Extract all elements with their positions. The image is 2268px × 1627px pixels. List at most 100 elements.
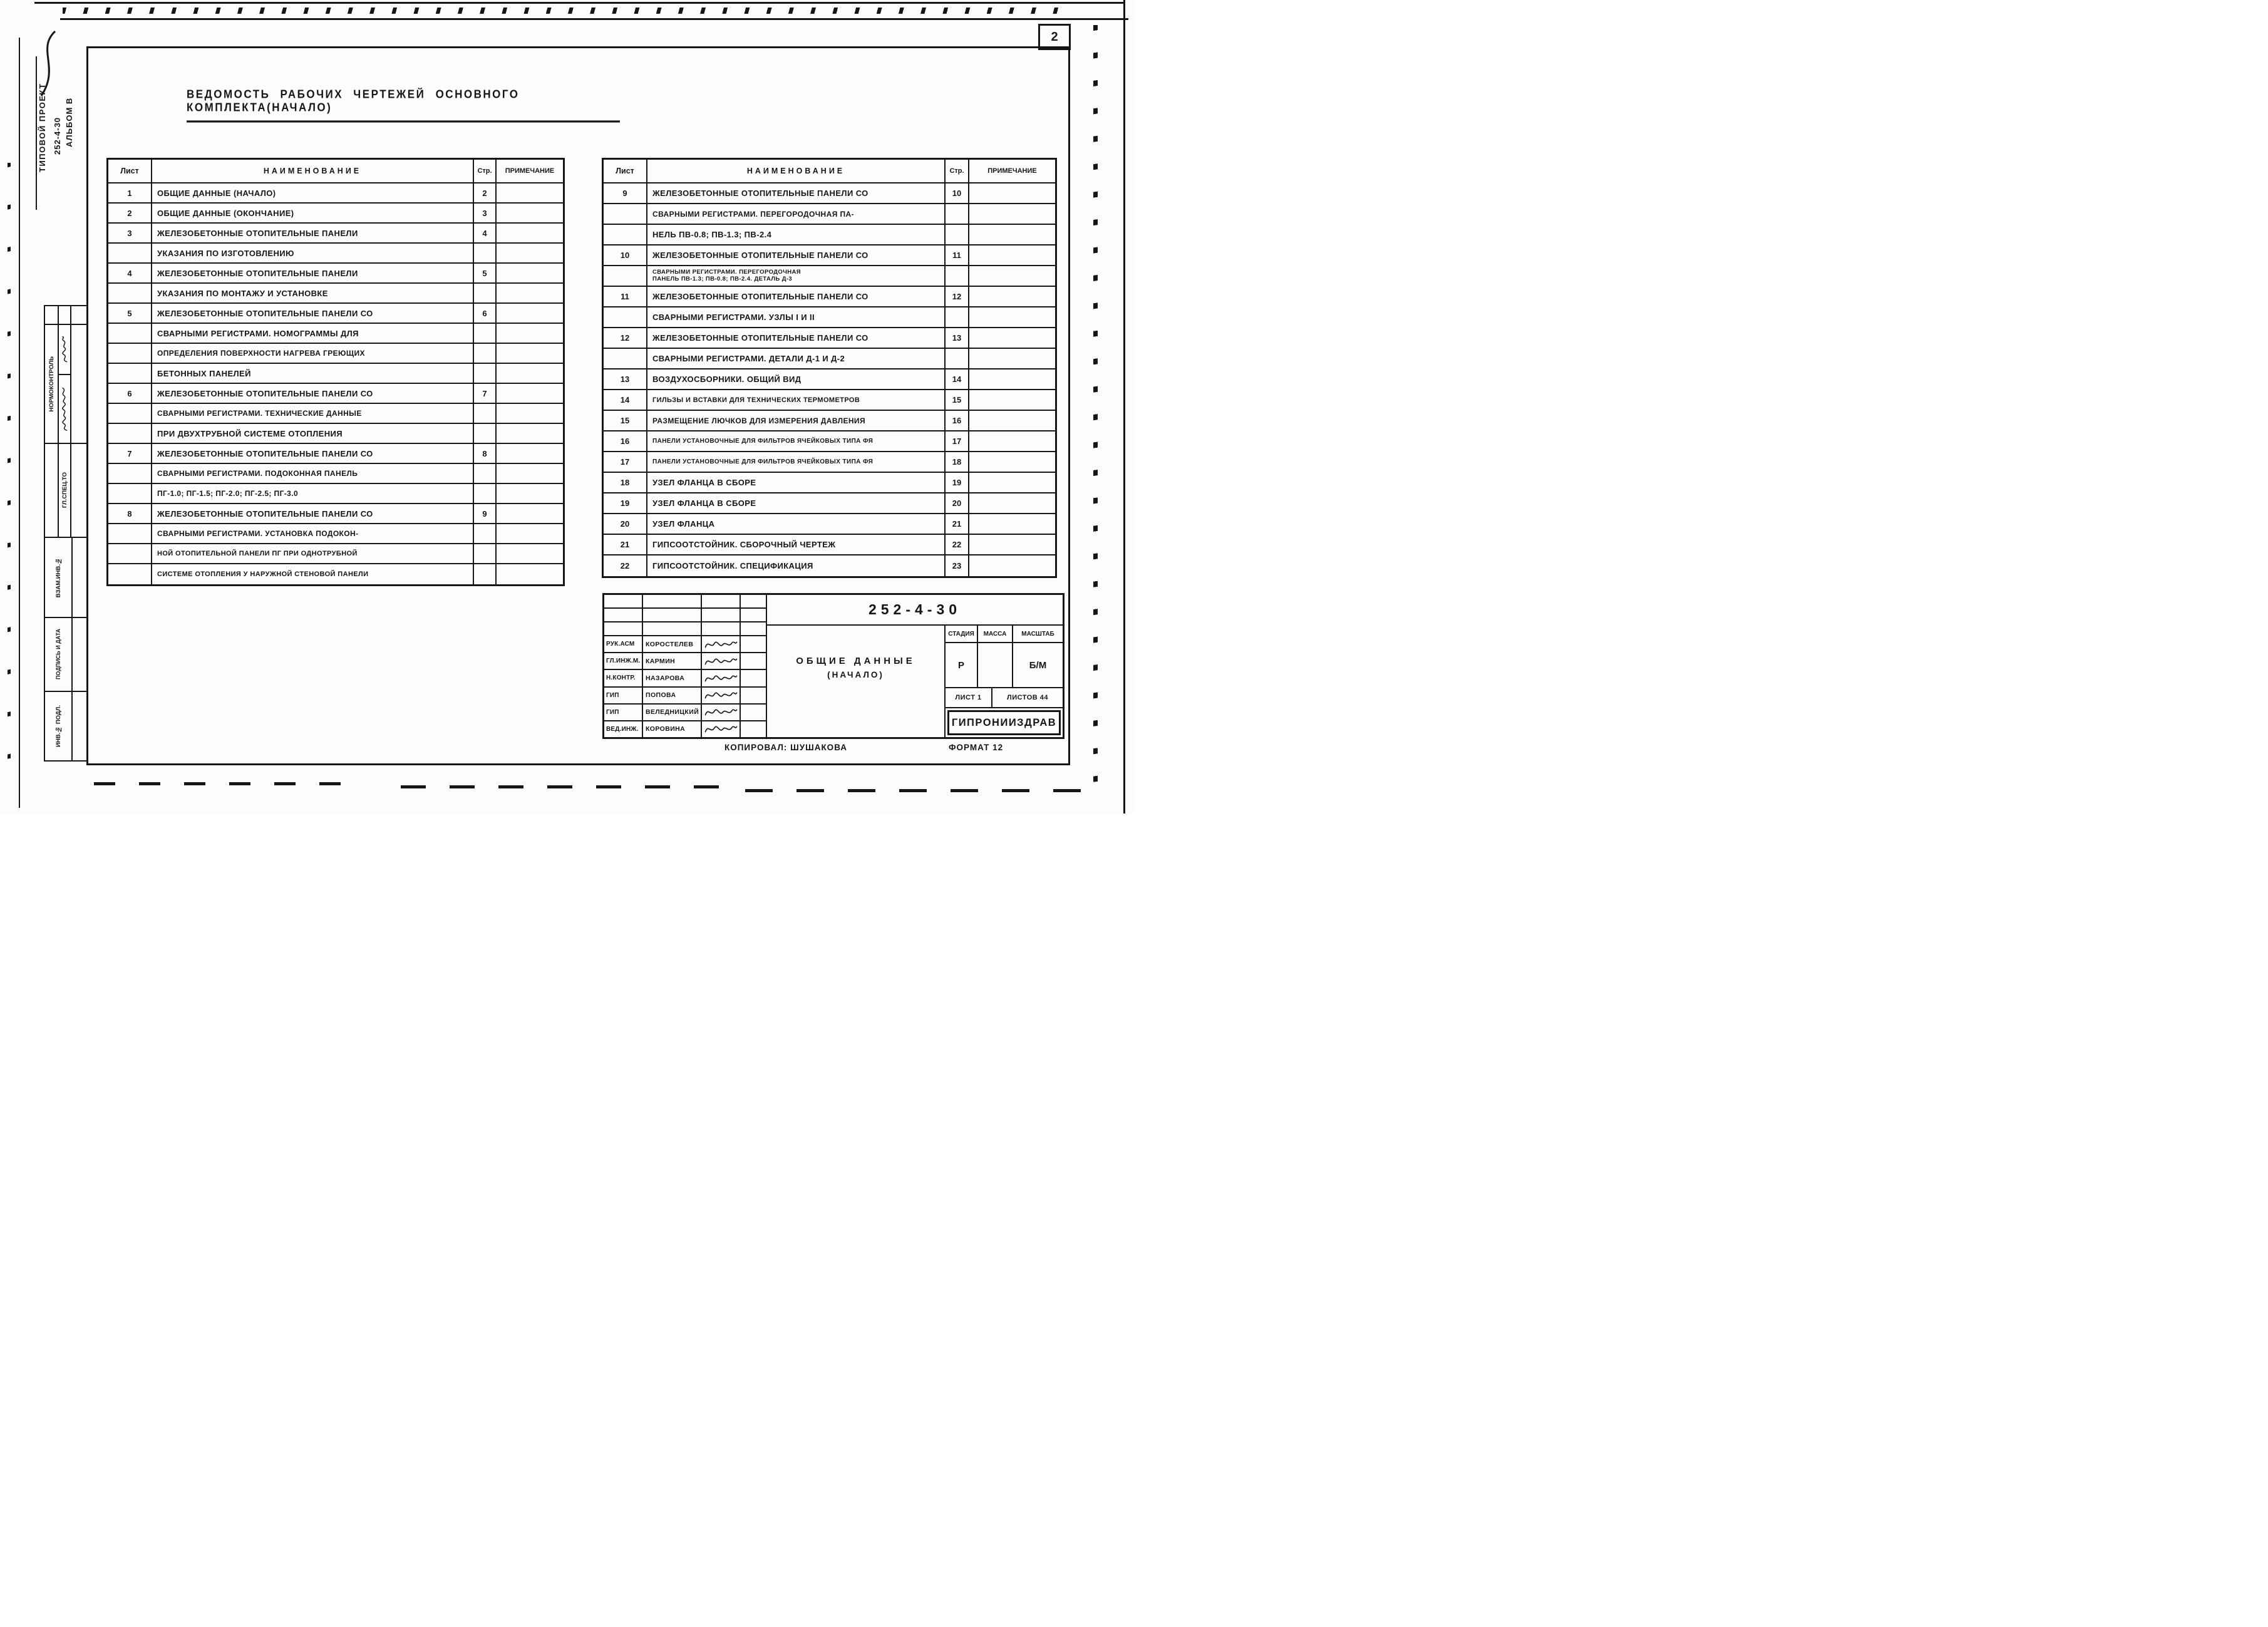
table-row: УКАЗАНИЯ ПО МОНТАЖУ И УСТАНОВКЕ [108, 284, 563, 304]
note-cell [497, 544, 563, 563]
drawing-name-cell: СВАРНЫМИ РЕГИСТРАМИ. УЗЛЫ I И II [647, 307, 946, 327]
note-cell [969, 390, 1055, 410]
scale-label: МАСШТАБ [1021, 630, 1054, 638]
sheet-number-cell: 10 [604, 245, 647, 265]
table-row: 2 ОБЩИЕ ДАННЫЕ (ОКОНЧАНИЕ) 3 [108, 204, 563, 224]
sheet-number-cell [604, 266, 647, 286]
sheet-number-cell: 5 [108, 304, 152, 323]
note-cell [497, 504, 563, 523]
signature-date-cell [741, 688, 766, 703]
note-cell [497, 284, 563, 302]
note-cell [497, 264, 563, 282]
drawing-name-cell: СВАРНЫМИ РЕГИСТРАМИ. ПЕРЕГОРОДОЧНАЯ ПАНЕЛ… [647, 266, 946, 286]
page-number-cell [474, 404, 497, 423]
signature-row: Н.КОНТР. НАЗАРОВА [604, 670, 766, 688]
sheet-number-cell [108, 544, 152, 563]
signature-name: КОРОСТЕЛЕВ [643, 636, 702, 653]
page-number-cell: 11 [946, 245, 969, 265]
header-note: ПРИМЕЧАНИЕ [987, 167, 1037, 175]
header-note: ПРИМЕЧАНИЕ [505, 167, 555, 175]
sheet-count-row: ЛИСТ 1 ЛИСТОВ 44 [946, 688, 1063, 708]
title-block-cell [702, 595, 741, 607]
page-number-cell [946, 204, 969, 224]
header-name: НАИМЕНОВАНИЕ [152, 160, 474, 182]
note-cell [497, 464, 563, 483]
sheet-number-cell [604, 307, 647, 327]
sheet-number-cell [108, 424, 152, 443]
signature-role: РУК.АСМ [604, 636, 643, 653]
header-sheet: Лист [604, 160, 647, 182]
drawing-name-cell: УЗЕЛ ФЛАНЦА [647, 514, 946, 534]
sheet-number-cell: 16 [604, 431, 647, 451]
table-row: 3 ЖЕЛЕЗОБЕТОННЫЕ ОТОПИТЕЛЬНЫЕ ПАНЕЛИ 4 [108, 224, 563, 244]
drawing-name-cell: СВАРНЫМИ РЕГИСТРАМИ. ТЕХНИЧЕСКИЕ ДАННЫЕ [152, 404, 474, 423]
drawing-name-cell: ПРИ ДВУХТРУБНОЙ СИСТЕМЕ ОТОПЛЕНИЯ [152, 424, 474, 443]
header-name: НАИМЕНОВАНИЕ [647, 160, 946, 182]
vzam-label: ВЗАМ.ИНВ.№ [54, 557, 62, 598]
stamp-cell [73, 618, 86, 691]
drawing-name-cell: ЖЕЛЕЗОБЕТОННЫЕ ОТОПИТЕЛЬНЫЕ ПАНЕЛИ СО [152, 444, 474, 463]
page-number-cell [474, 544, 497, 563]
stage-header-row: СТАДИЯ МАССА МАСШТАБ [946, 626, 1063, 643]
sheet-number-cell: 11 [604, 287, 647, 306]
sheet-number-cell [604, 349, 647, 368]
page-number-cell: 15 [946, 390, 969, 410]
sheet-number-cell: 6 [108, 384, 152, 403]
signature-date-cell [741, 721, 766, 737]
scan-left-bracket-line [36, 56, 37, 210]
note-cell [969, 535, 1055, 554]
signature-role: ГЛ.ИНЖ.М. [604, 653, 643, 669]
note-cell [969, 452, 1055, 472]
sheet-number-cell [108, 404, 152, 423]
drawing-name-cell: ОПРЕДЕЛЕНИЯ ПОВЕРХНОСТИ НАГРЕВА ГРЕЮЩИХ [152, 344, 474, 363]
page-number-cell [946, 225, 969, 244]
page-number-cell: 3 [474, 204, 497, 222]
scan-bottom-dashes [94, 782, 363, 785]
table-row: НОЙ ОТОПИТЕЛЬНОЙ ПАНЕЛИ ПГ ПРИ ОДНОТРУБН… [108, 544, 563, 564]
format-note: ФОРМАТ 12 [949, 743, 1004, 752]
page-number-cell [474, 244, 497, 262]
signature-name: НАЗАРОВА [643, 670, 702, 686]
copied-by-note: КОПИРОВАЛ: ШУШАКОВА [724, 743, 848, 752]
note-cell [969, 225, 1055, 244]
note-cell [969, 204, 1055, 224]
page-number-cell: 19 [946, 473, 969, 492]
side-project-album: АЛЬБОМ В [64, 97, 74, 147]
sheet-number-cell: 2 [108, 204, 152, 222]
signature-row: ГИП ВЕЛЕДНИЦКИЙ [604, 704, 766, 721]
note-cell [497, 204, 563, 222]
drawing-name-cell: ЖЕЛЕЗОБЕТОННЫЕ ОТОПИТЕЛЬНЫЕ ПАНЕЛИ СО [647, 287, 946, 306]
title-block-signature-grid: РУК.АСМ КОРОСТЕЛЕВ ГЛ.ИНЖ.М. КАРМИН Н.КОНТР.… [604, 595, 767, 738]
sheet-number-cell [108, 324, 152, 343]
signature-role: ГИП [604, 687, 643, 703]
drawing-name-cell: ЖЕЛЕЗОБЕТОННЫЕ ОТОПИТЕЛЬНЫЕ ПАНЕЛИ [152, 224, 474, 242]
drawing-name-cell: СВАРНЫМИ РЕГИСТРАМИ. ДЕТАЛИ Д-1 И Д-2 [647, 349, 946, 368]
page-number-cell: 23 [946, 555, 969, 576]
sheet-number-cell: 21 [604, 535, 647, 554]
scan-bottom-dashes [401, 785, 726, 788]
title-block-empty-row [604, 595, 766, 609]
note-cell [969, 245, 1055, 265]
table-row: 9 ЖЕЛЕЗОБЕТОННЫЕ ОТОПИТЕЛЬНЫЕ ПАНЕЛИ СО 10 [604, 183, 1055, 204]
sheet-number-cell [108, 244, 152, 262]
page-number-cell [474, 484, 497, 503]
stamp-empty-row [45, 306, 86, 325]
side-stamp-table: НОРМОКОНТРОЛЬ ГЛ.СПЕЦ.ТО [44, 305, 88, 762]
note-cell [969, 266, 1055, 286]
drawing-name-cell: СВАРНЫМИ РЕГИСТРАМИ. ПЕРЕГОРОДОЧНАЯ ПА- [647, 204, 946, 224]
page-number-cell [946, 266, 969, 286]
page-number-cell [474, 464, 497, 483]
stamp-cell: ГЛ.СПЕЦ.ТО [59, 444, 71, 537]
stamp-cell [73, 538, 86, 617]
page-number-cell: 18 [946, 452, 969, 472]
table-header-row: Лист НАИМЕНОВАНИЕ Стр. ПРИМЕЧАНИЕ [108, 160, 563, 183]
page-number-cell: 22 [946, 535, 969, 554]
title-block-cell [702, 609, 741, 621]
scan-left-dashes [8, 163, 11, 795]
normcontrol-label: НОРМОКОНТРОЛЬ [48, 356, 55, 412]
note-cell [497, 183, 563, 202]
stamp-normcontrol-row: НОРМОКОНТРОЛЬ [45, 325, 86, 444]
scanned-drawing-sheet: 2 ВЕДОМОСТЬ РАБОЧИХ ЧЕРТЕЖЕЙ ОСНОВНОГО К… [0, 0, 1134, 814]
title-block: РУК.АСМ КОРОСТЕЛЕВ ГЛ.ИНЖ.М. КАРМИН Н.КОНТР.… [602, 593, 1064, 739]
table-row: НЕЛЬ ПВ-0.8; ПВ-1.3; ПВ-2.4 [604, 225, 1055, 245]
